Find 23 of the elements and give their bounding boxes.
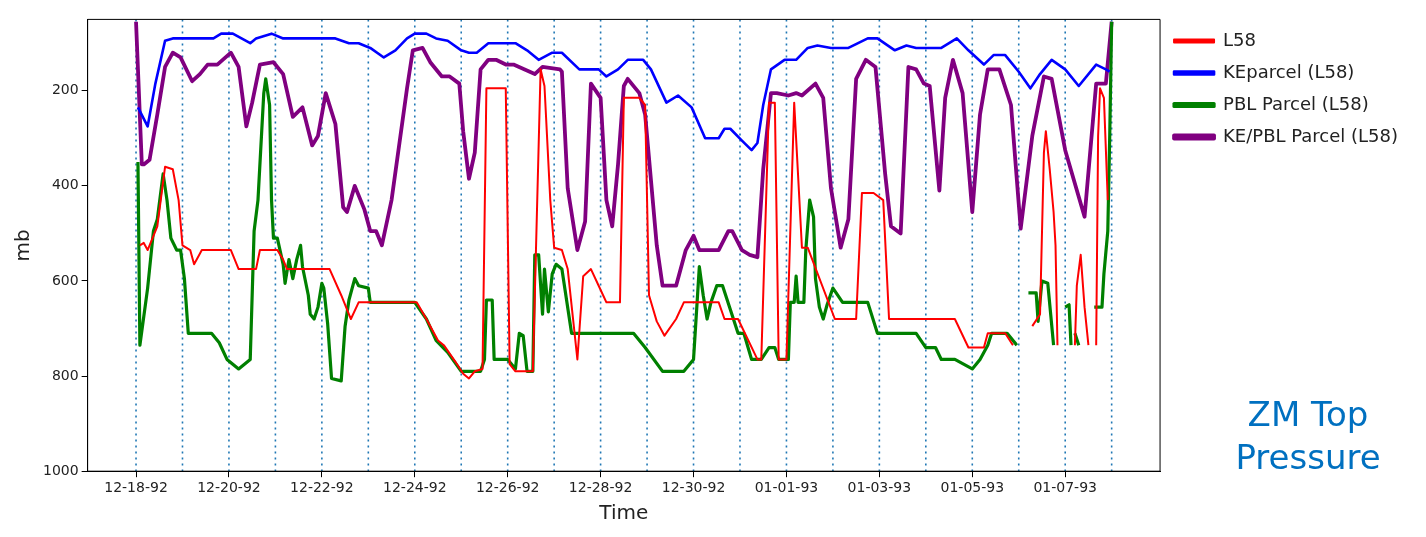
x-tick-label: 01-05-93 (940, 479, 1005, 496)
legend-label: KE/PBL Parcel (L58) (1223, 124, 1399, 146)
y-tick-label: 800 (51, 366, 79, 383)
x-tick-label: 12-18-92 (104, 479, 168, 496)
x-tick-label: 12-30-92 (661, 479, 726, 496)
legend-label: L58 (1223, 28, 1256, 50)
y-tick-label: 600 (51, 271, 79, 288)
y-tick-label: 400 (51, 176, 79, 193)
text: ZM Top Pressure (1234, 393, 1382, 478)
legend-label: PBL Parcel (L58) (1223, 92, 1369, 114)
legend-label: KEparcel (L58) (1223, 60, 1355, 82)
x-tick-label: 12-22-92 (290, 479, 354, 496)
x-tick-label: 01-03-93 (847, 479, 912, 496)
y-axis-title: mb (10, 229, 35, 262)
x-tick-label: 01-01-93 (754, 479, 819, 496)
y-tick-label: 1000 (42, 461, 79, 478)
x-tick-label: 12-26-92 (475, 479, 540, 496)
y-tick-label: 200 (51, 81, 79, 98)
x-tick-label: 12-28-92 (568, 479, 633, 496)
x-tick-label: 12-20-92 (197, 479, 261, 496)
x-axis-title: Time (598, 500, 649, 525)
x-tick-label: 12-24-92 (383, 479, 447, 496)
x-tick-label: 01-07-93 (1033, 479, 1097, 496)
